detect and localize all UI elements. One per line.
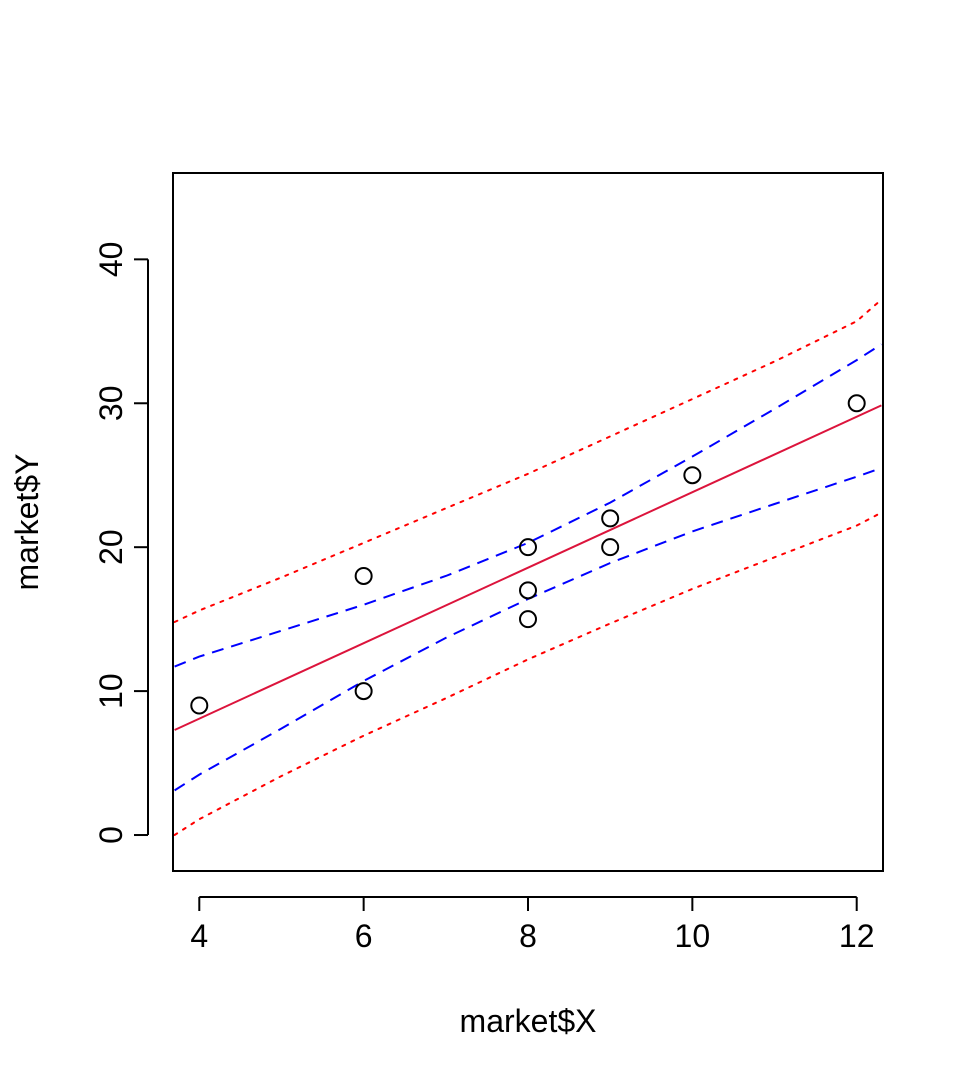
y-tick-label: 20: [93, 529, 129, 565]
data-point: [354, 682, 373, 701]
y-tick-label: 0: [93, 826, 129, 844]
series-prediction-upper-line: [173, 298, 883, 623]
x-axis-title: market$X: [460, 1003, 597, 1039]
points-layer: [190, 394, 866, 715]
y-tick-label: 10: [93, 673, 129, 709]
series-confidence-lower-line: [174, 467, 882, 792]
y-axis-title: market$Y: [9, 454, 45, 591]
data-point: [519, 581, 537, 600]
series-layer: [173, 298, 883, 836]
series-prediction-lower-line: [173, 511, 883, 836]
x-tick-label: 8: [519, 918, 537, 954]
x-tick-label: 4: [190, 918, 208, 954]
data-point: [354, 566, 373, 585]
x-axis: 4 6 8 10 12: [190, 896, 875, 954]
series-confidence-upper-line: [174, 343, 882, 668]
data-point: [519, 610, 537, 629]
data-point: [683, 466, 702, 485]
x-tick-label: 10: [675, 918, 711, 954]
y-tick-label: 30: [93, 385, 129, 421]
y-axis: 0 10 20 30 40: [93, 242, 149, 844]
series-fit-line: [174, 404, 882, 731]
x-tick-label: 6: [355, 918, 373, 954]
data-point: [190, 696, 209, 715]
data-point: [601, 509, 620, 528]
x-tick-label: 12: [839, 918, 875, 954]
plot-area-border: [172, 172, 884, 872]
data-point: [847, 394, 866, 413]
y-tick-label: 40: [93, 242, 129, 278]
data-point: [519, 538, 537, 557]
data-point: [601, 538, 620, 557]
